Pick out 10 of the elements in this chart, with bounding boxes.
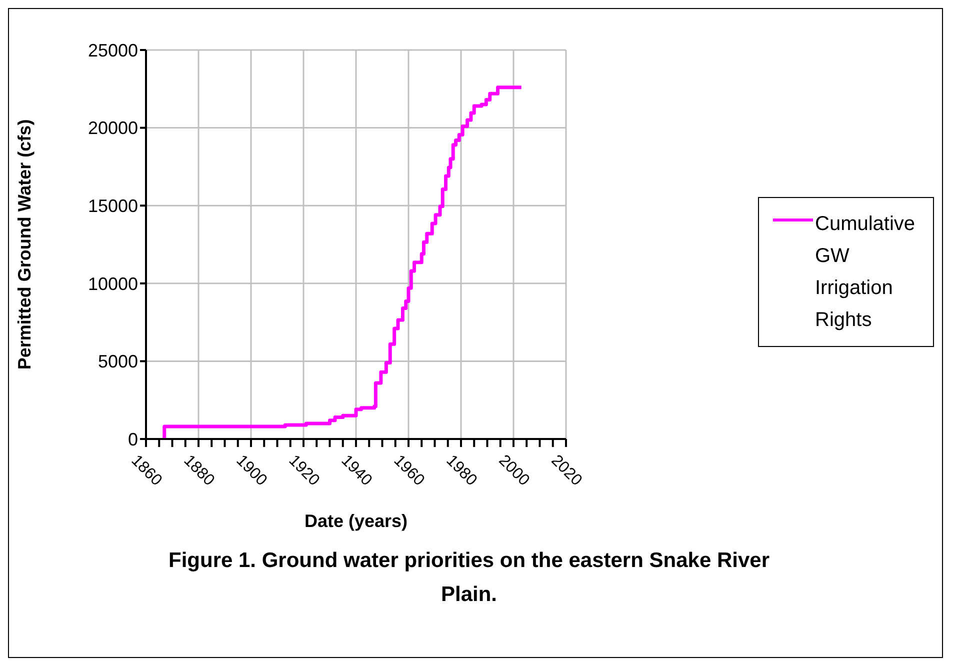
y-tick-label: 10000 (88, 274, 138, 294)
y-tick-label: 25000 (88, 40, 138, 60)
x-axis-title: Date (years) (304, 511, 408, 531)
text: Figure 1. Ground water priorities on the eastern Snake River Plain. (168, 548, 770, 608)
y-tick-label: 20000 (88, 118, 138, 138)
y-axis-title: Permitted Ground Water (cfs) (14, 119, 34, 370)
y-tick-label: 0 (128, 429, 138, 450)
y-tick-label: 5000 (98, 352, 138, 372)
legend-label: Cumulative GW Irrigation Rights (815, 212, 916, 332)
y-tick-label: 15000 (88, 196, 138, 216)
